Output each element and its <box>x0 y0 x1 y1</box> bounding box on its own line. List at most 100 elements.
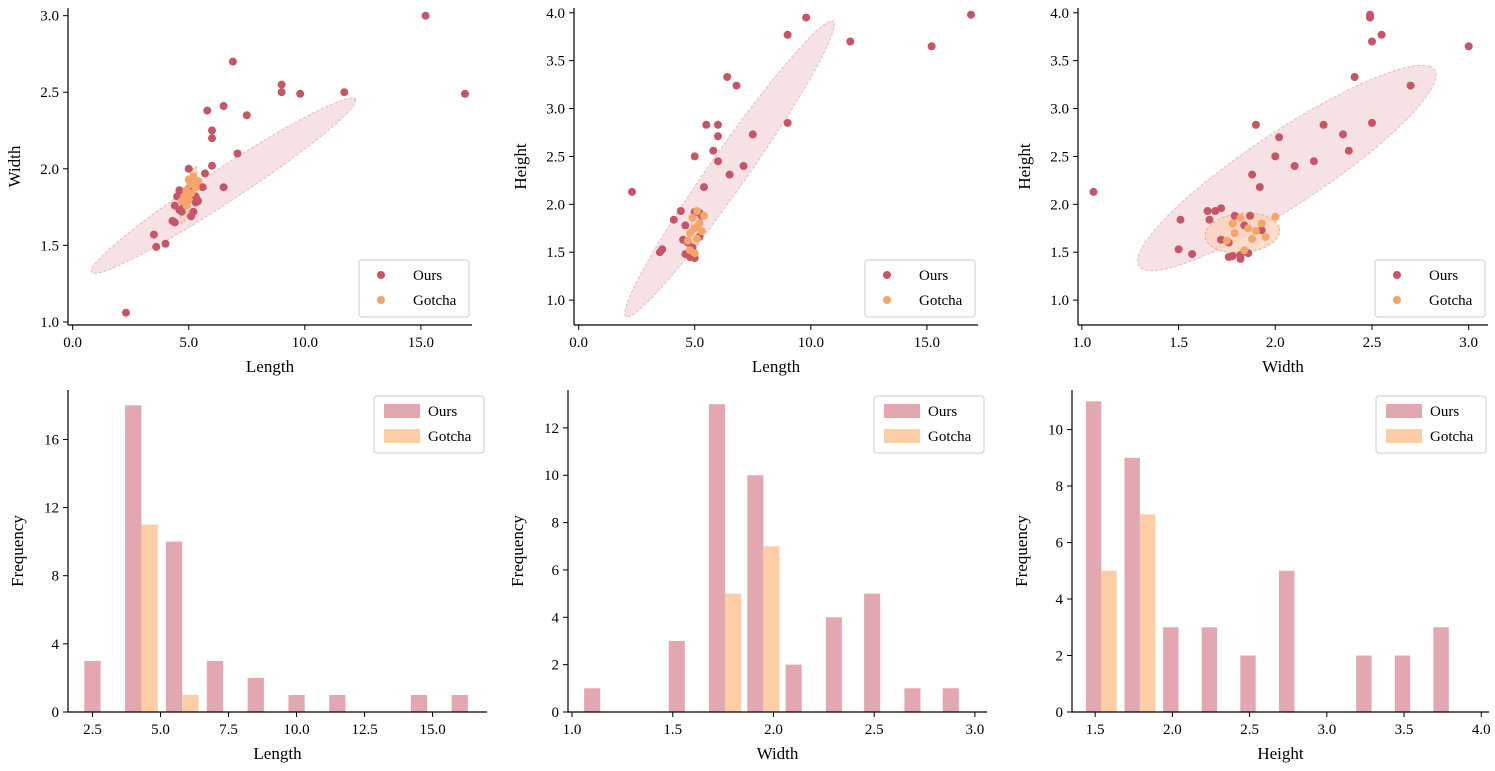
ours-bar <box>709 404 726 712</box>
ours-bar <box>1201 627 1218 712</box>
ours-point <box>1275 133 1284 142</box>
ours-point <box>191 198 200 207</box>
y-axis-label: Frequency <box>1012 515 1031 587</box>
y-tick-label: 2.0 <box>1050 197 1069 213</box>
y-tick-label: 4 <box>1056 592 1064 608</box>
ours-bar <box>1085 401 1102 712</box>
y-tick-label: 3.5 <box>546 54 565 70</box>
gotcha-point <box>695 219 704 228</box>
ours-point <box>1174 245 1183 254</box>
ours-bar <box>1163 627 1179 712</box>
ours-point <box>461 89 469 98</box>
panel-scatter-length-width: 0.0 5.0 10.0 15.0 1.0 1.5 2.0 2.5 3.0 Length Width… <box>5 8 472 376</box>
y-tick-label: 2.0 <box>40 162 59 178</box>
gotcha-point <box>688 213 697 222</box>
x-tick-label: 1.5 <box>1086 722 1105 738</box>
ours-bar <box>1433 627 1449 712</box>
ours-point <box>709 146 718 155</box>
ours-point <box>927 42 936 51</box>
ours-point <box>658 245 667 254</box>
ours-point <box>1406 81 1415 90</box>
gotcha-point <box>194 177 202 185</box>
y-tick-label: 4.0 <box>546 6 565 22</box>
ours-bar <box>584 688 601 712</box>
gotcha-bar <box>725 593 742 712</box>
x-tick-label: 0.0 <box>569 335 588 351</box>
ours-point <box>122 308 130 317</box>
x-tick-label: 2.5 <box>83 722 102 738</box>
y-tick-label: 1.0 <box>1050 293 1069 309</box>
y-tick-label: 2.5 <box>546 149 565 165</box>
x-tick-label: 1.0 <box>1072 335 1091 351</box>
y-tick-label: 12 <box>44 501 59 517</box>
x-axis-label: Width <box>1262 357 1304 376</box>
gotcha-point <box>1251 227 1260 236</box>
ours-point <box>676 207 685 215</box>
y-tick-label: 10 <box>544 468 559 484</box>
ours-point <box>1350 73 1359 81</box>
legend: Ours Gotcha <box>373 395 485 454</box>
ours-point <box>152 242 161 251</box>
y-tick-label: 3.5 <box>1050 54 1069 70</box>
ours-point <box>296 89 305 98</box>
ours-point <box>723 73 732 81</box>
ours-point <box>277 80 286 89</box>
ours-bar <box>1240 655 1256 712</box>
legend: Ours Gotcha <box>864 259 976 318</box>
legend-gotcha-label: Gotcha <box>919 293 963 309</box>
y-tick-label: 2 <box>1056 649 1064 665</box>
legend-ours-label: Ours <box>919 268 948 284</box>
ours-bar <box>785 664 802 712</box>
y-tick-label: 1.0 <box>546 293 565 309</box>
gotcha-point <box>1236 213 1245 222</box>
legend-box <box>864 259 976 318</box>
ours-point <box>1377 30 1386 39</box>
ours-bar <box>864 593 881 712</box>
gotcha-bar <box>763 546 780 712</box>
legend-ours-label: Ours <box>1429 268 1458 284</box>
ours-point <box>170 218 179 227</box>
ours-point <box>201 169 209 178</box>
y-axis-label: Height <box>1015 143 1034 190</box>
legend-ours-swatch <box>1386 404 1422 418</box>
ours-point <box>739 162 748 170</box>
gotcha-bar <box>141 524 158 712</box>
ours-point <box>783 30 792 39</box>
x-tick-label: 2.0 <box>764 722 783 738</box>
ours-point <box>1464 42 1473 51</box>
x-axis-label: Length <box>246 357 295 376</box>
ours-point <box>421 11 430 20</box>
gotcha-point <box>1228 219 1237 228</box>
legend-gotcha-swatch <box>884 429 920 443</box>
legend-ours-marker <box>1393 271 1401 279</box>
y-tick-label: 1.5 <box>40 238 59 254</box>
x-tick-label: 12.5 <box>351 722 377 738</box>
x-tick-label: 15.0 <box>419 722 445 738</box>
y-axis-label: Height <box>511 143 530 190</box>
y-tick-label: 10 <box>1048 423 1063 439</box>
x-tick-label: 5.0 <box>179 335 198 351</box>
legend-ours-swatch <box>884 404 920 418</box>
y-axis-label: Frequency <box>8 515 27 587</box>
ours-point <box>1255 183 1264 192</box>
legend-box <box>358 259 470 318</box>
panel-scatter-width-height: 1.0 1.5 2.0 2.5 3.0 1.0 1.5 2.0 2.5 3.0 3.5 4.0 Widt… <box>1015 6 1488 376</box>
ours-point <box>1366 13 1374 22</box>
ours-bar <box>1279 570 1295 712</box>
ours-bar <box>288 695 305 712</box>
x-axis-label: Length <box>253 744 302 763</box>
legend-ours-label: Ours <box>413 268 442 284</box>
gotcha-point <box>1257 219 1266 228</box>
x-tick-label: 1.5 <box>663 722 682 738</box>
ours-point <box>748 130 757 139</box>
ours-point <box>702 120 711 129</box>
ours-point <box>1309 157 1318 166</box>
ours-point <box>208 161 216 170</box>
gotcha-point <box>184 195 193 204</box>
legend-ours-marker <box>377 271 385 279</box>
y-tick-label: 4.0 <box>1050 6 1069 22</box>
ours-bar <box>451 695 468 712</box>
y-tick-label: 1.0 <box>40 315 59 331</box>
gotcha-point <box>1261 232 1270 241</box>
